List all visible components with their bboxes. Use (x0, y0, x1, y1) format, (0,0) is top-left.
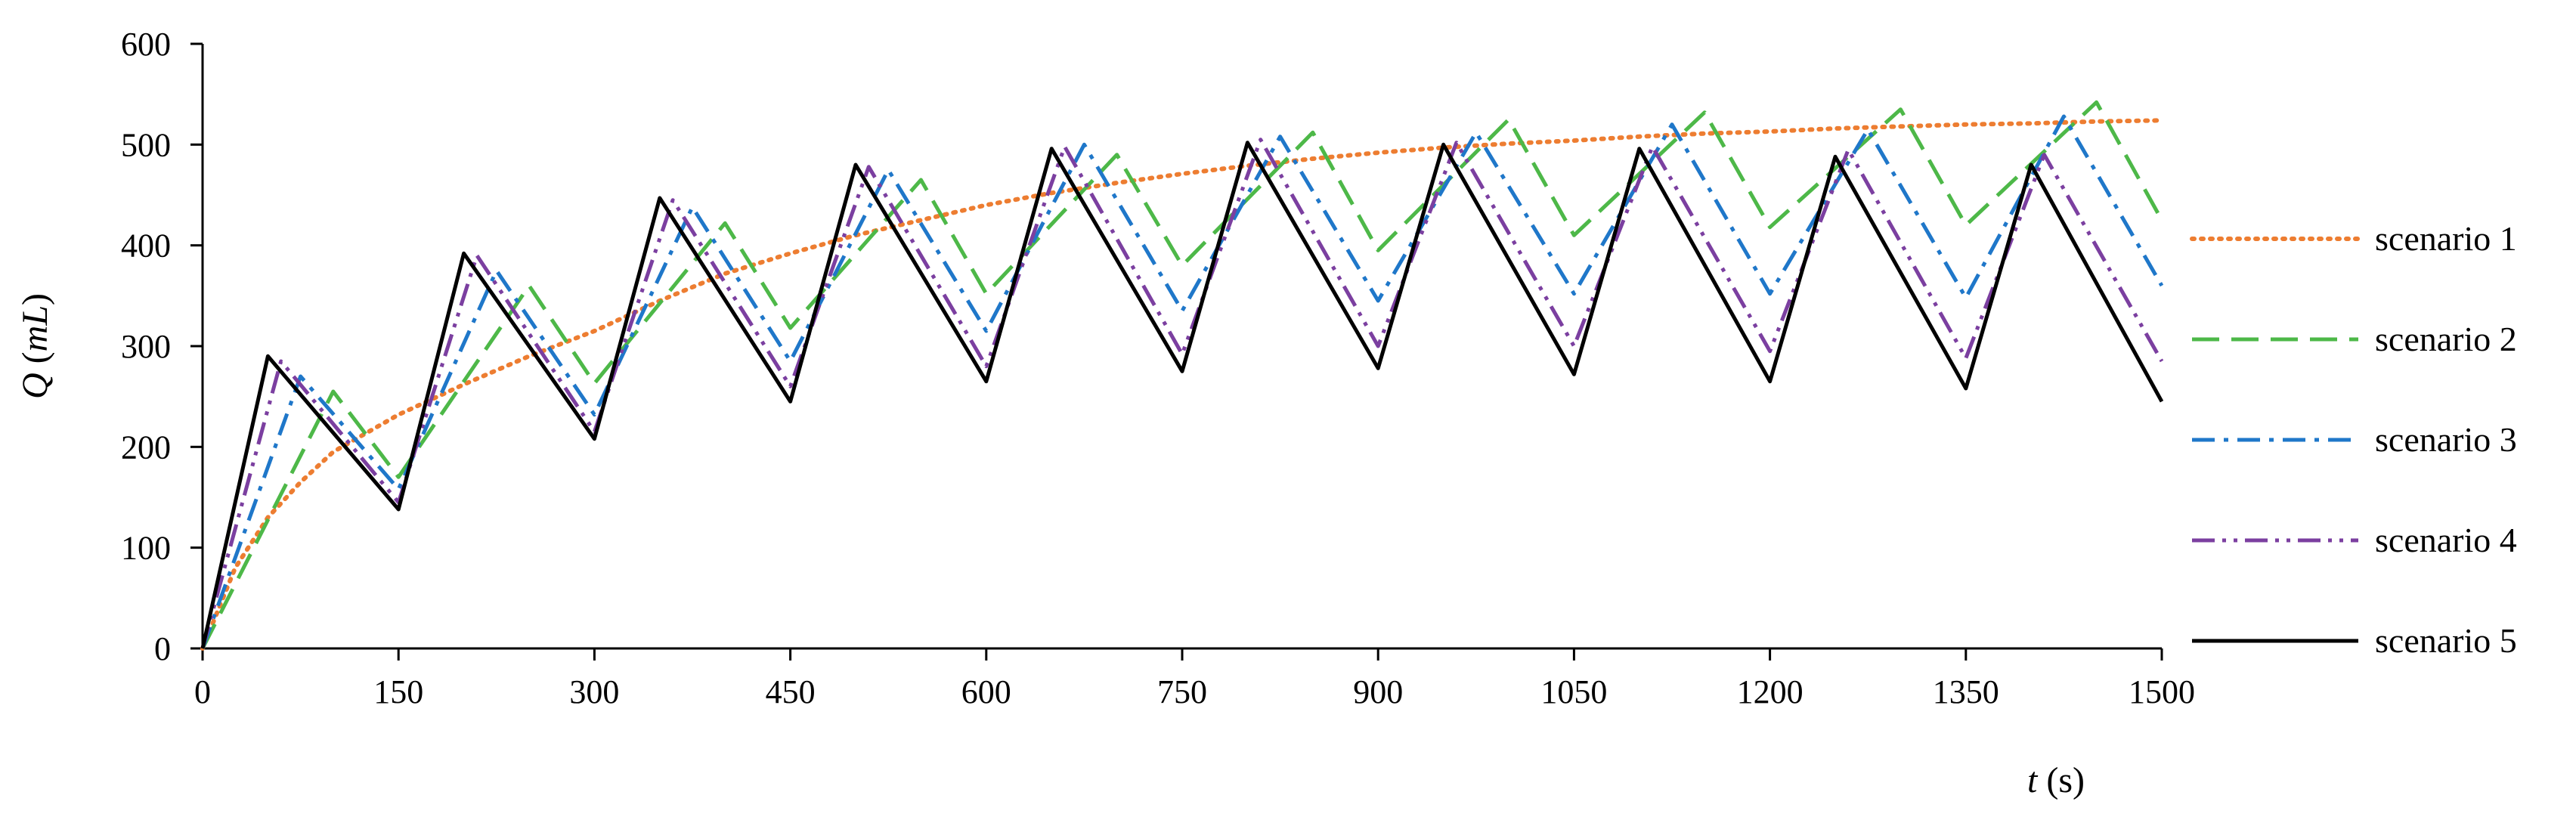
y-axis-title: Q (mL) (15, 293, 55, 399)
x-axis-title: t (s) (2027, 760, 2085, 800)
series-line-5 (200, 141, 2164, 649)
legend-label-1: scenario 1 (2375, 219, 2517, 258)
x-axis-var: t (2027, 760, 2039, 800)
legend-label-4: scenario 4 (2375, 521, 2517, 559)
y-tick-label: 100 (121, 530, 171, 567)
y-tick-label: 300 (121, 328, 171, 365)
y-tick-label: 0 (154, 630, 171, 667)
x-tick-label: 750 (1157, 673, 1207, 710)
x-tick-label: 1350 (1933, 673, 1999, 710)
plot-area: 0 150 300 450 600 750 900 1050 1200 1350 1500 0 100… (121, 26, 2195, 710)
x-tick-label: 150 (373, 673, 423, 710)
y-ticks: 0 100 200 300 400 500 600 (121, 26, 203, 667)
y-tick-label: 600 (121, 26, 171, 63)
y-tick-label: 500 (121, 126, 171, 163)
series-line-3 (200, 114, 2164, 649)
legend: scenario 1 scenario 2 scenario 3 scenario 4… (2190, 219, 2517, 660)
y-tick-label: 200 (121, 429, 171, 466)
y-tick-label: 400 (121, 227, 171, 265)
x-axis-unit: (s) (2046, 760, 2085, 800)
y-axis-var: Q (15, 373, 55, 399)
x-tick-label: 600 (961, 673, 1011, 710)
legend-label-2: scenario 2 (2375, 320, 2517, 358)
x-tick-label: 0 (194, 673, 211, 710)
y-axis-unit: mL (15, 305, 55, 351)
x-tick-label: 1050 (1540, 673, 1607, 710)
x-tick-label: 300 (569, 673, 619, 710)
series-line-4 (200, 138, 2164, 649)
x-tick-label: 1200 (1737, 673, 1804, 710)
x-ticks: 0 150 300 450 600 750 900 1050 1200 1350 1500 (194, 648, 2195, 710)
x-tick-label: 900 (1353, 673, 1403, 710)
series-line-1 (200, 118, 2164, 651)
x-tick-label: 1500 (2129, 673, 2195, 710)
legend-label-3: scenario 3 (2375, 420, 2517, 459)
x-tick-label: 450 (766, 673, 816, 710)
series-group (200, 100, 2164, 651)
legend-label-5: scenario 5 (2375, 621, 2517, 660)
